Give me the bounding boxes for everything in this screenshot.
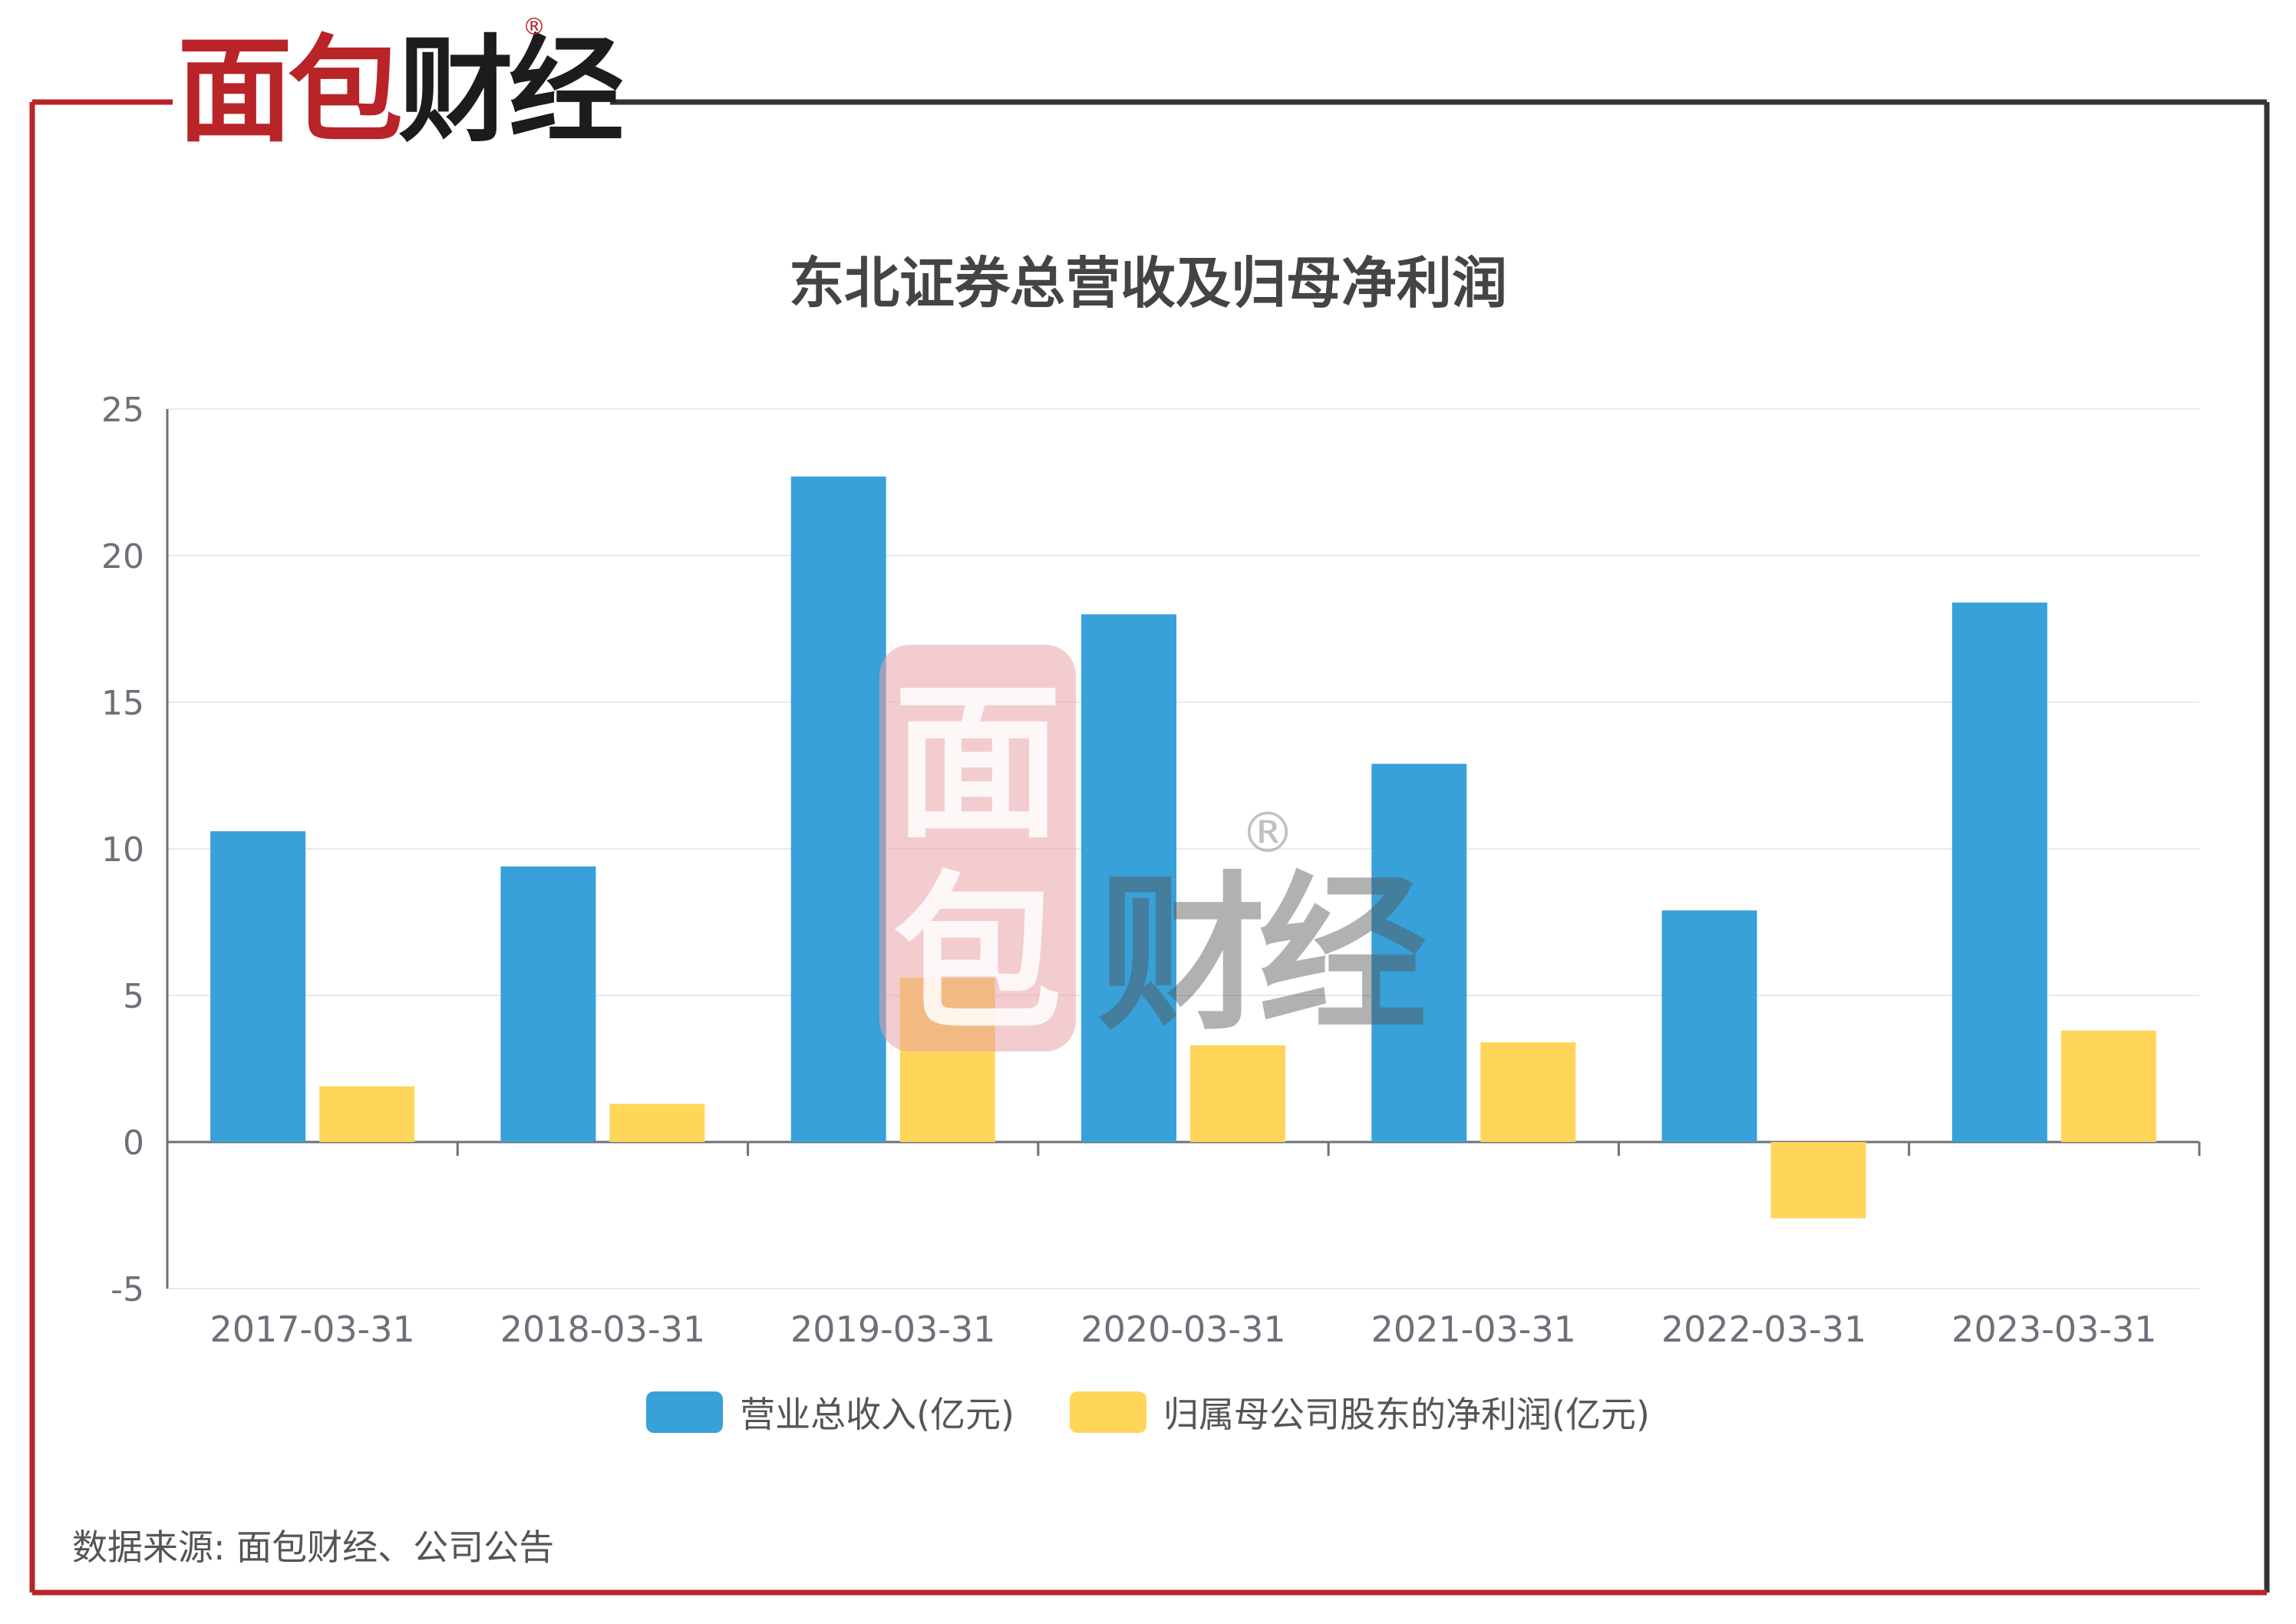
x-tick-label: 2023-03-31 — [1951, 1309, 2156, 1350]
bar-revenue — [1081, 614, 1176, 1142]
chart-title: 东北证券总营收及归母净利润 — [788, 251, 1507, 315]
legend-swatch-profit — [1070, 1391, 1146, 1433]
source-note: 数据来源: 面包财经、公司公告 — [72, 1527, 555, 1568]
y-tick-label: 20 — [101, 537, 144, 576]
bar-profit — [609, 1104, 705, 1142]
legend-label-profit: 归属母公司股东的净利润(亿元) — [1163, 1394, 1650, 1435]
bar-profit — [319, 1086, 415, 1142]
bar-revenue — [210, 831, 306, 1142]
legend-label-revenue: 营业总收入(亿元) — [740, 1394, 1014, 1435]
bar-revenue — [500, 866, 596, 1142]
y-tick-label: 15 — [101, 684, 144, 723]
x-tick-label: 2022-03-31 — [1661, 1309, 1866, 1350]
brand-logo-text: 面包财经 — [177, 25, 624, 158]
bar-revenue — [1951, 602, 2047, 1142]
bar-profit — [1480, 1042, 1576, 1142]
registered-mark: ® — [523, 14, 546, 41]
bar-revenue — [1661, 910, 1757, 1142]
x-tick-label: 2020-03-31 — [1080, 1309, 1285, 1350]
chart-legend: 营业总收入(亿元) 归属母公司股东的净利润(亿元) — [0, 1381, 2296, 1443]
bar-profit — [899, 978, 995, 1142]
legend-swatch-revenue — [646, 1391, 724, 1433]
y-tick-label: 25 — [101, 391, 144, 430]
bar-profit — [2060, 1030, 2156, 1142]
y-tick-label: -5 — [111, 1270, 144, 1309]
bar-revenue — [790, 476, 886, 1142]
legend-item-profit[interactable]: 归属母公司股东的净利润(亿元) — [1070, 1387, 1650, 1438]
x-tick-label: 2021-03-31 — [1371, 1309, 1576, 1350]
y-tick-label: 0 — [123, 1124, 144, 1163]
y-tick-label: 10 — [101, 830, 144, 870]
bar-profit — [1770, 1142, 1866, 1219]
x-tick-label: 2019-03-31 — [790, 1309, 995, 1350]
x-tick-label: 2017-03-31 — [209, 1309, 414, 1350]
x-tick-label: 2018-03-31 — [500, 1309, 705, 1350]
y-tick-label: 5 — [123, 977, 144, 1016]
legend-item-revenue[interactable]: 营业总收入(亿元) — [646, 1387, 1014, 1438]
brand-logo: 面包财经 ® — [173, 14, 624, 166]
bar-profit — [1190, 1045, 1285, 1142]
bar-revenue — [1371, 764, 1467, 1142]
